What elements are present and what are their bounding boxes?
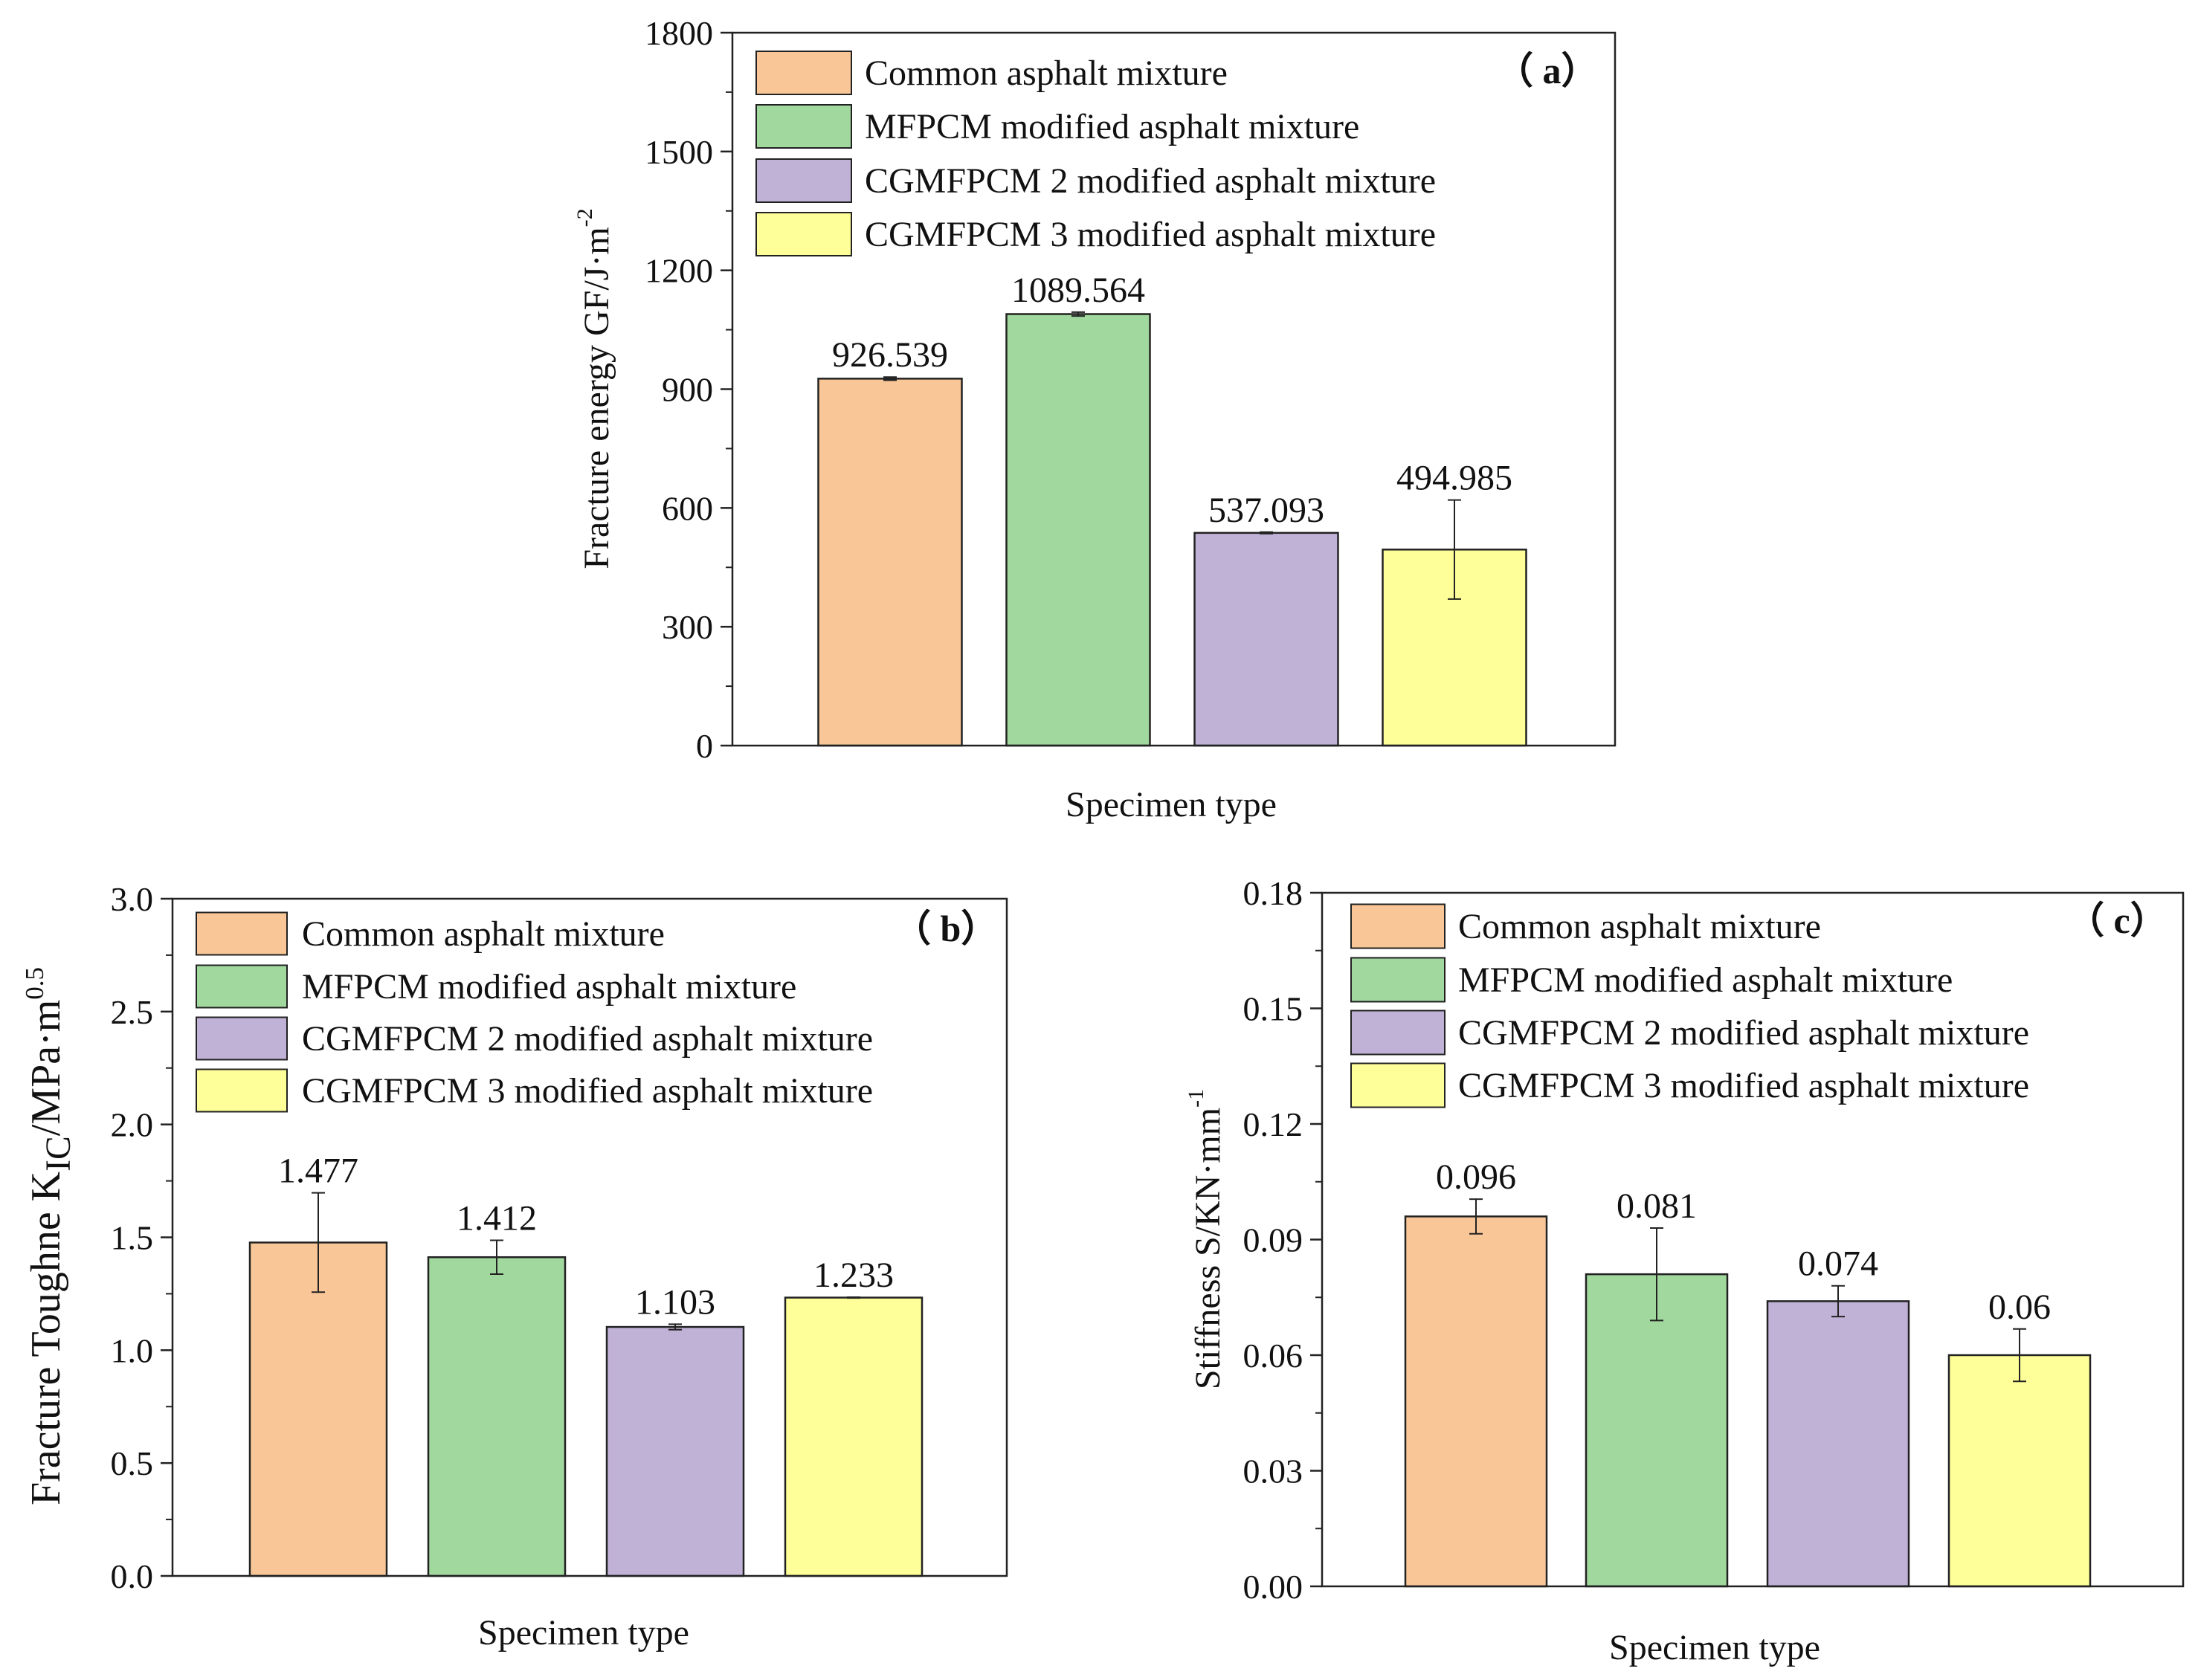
legend-swatch-1 — [755, 51, 852, 95]
y-tick-label: 1.5 — [111, 1219, 154, 1257]
legend-label-3: CGMFPCM 2 modified asphalt mixture — [1458, 1013, 2029, 1053]
y-axis-label-superscript: 0.5 — [20, 967, 49, 1000]
legend-label-2: MFPCM modified asphalt mixture — [1458, 960, 1953, 1000]
legend-swatch-2 — [1350, 957, 1446, 1003]
y-axis-label-main: Fracture energy GF/J·m — [577, 227, 616, 569]
chart-panel-c: 0.096 0.081 0.074 0.06 0.00 0.03 0.06 0.09 0.12 0… — [1184, 874, 2185, 1667]
y-tick-label: 2.0 — [111, 1106, 154, 1144]
y-tick-label: 0 — [696, 727, 713, 765]
panel-label: （ c） — [2067, 899, 2168, 941]
legend-label-3: CGMFPCM 2 modified asphalt mixture — [865, 161, 1436, 201]
data-label-3: 1.103 — [635, 1282, 715, 1322]
panel-label: （ b） — [894, 908, 998, 949]
y-tick-label: 1500 — [645, 133, 713, 171]
chart-panel-a: 926.539 1089.564 537.093 494.985 0 300 600 900 1… — [573, 14, 1617, 824]
y-tick-label: 1.0 — [111, 1331, 154, 1369]
y-tick-label: 1800 — [645, 14, 713, 52]
legend-label-4: CGMFPCM 3 modified asphalt mixture — [865, 215, 1436, 254]
legend-label-4: CGMFPCM 3 modified asphalt mixture — [1458, 1066, 2029, 1105]
x-axis-label: Specimen type — [478, 1613, 689, 1652]
y-tick-label: 2.5 — [111, 993, 154, 1031]
y-tick-label: 0.03 — [1243, 1453, 1303, 1490]
bar-4 — [1947, 1354, 2092, 1588]
y-axis-label-superscript: -1 — [1184, 1089, 1208, 1108]
legend-swatch-3 — [1350, 1009, 1446, 1056]
bar-3 — [1766, 1300, 1910, 1588]
y-tick-label: 0.0 — [111, 1557, 154, 1595]
legend-swatch-4 — [755, 212, 852, 256]
y-tick-label: 1200 — [645, 252, 713, 290]
data-label-4: 0.06 — [1988, 1288, 2051, 1327]
chart-panel-b: 1.477 1.412 1.103 1.233 0.0 0.5 1.0 1.5 2.0 2.5 3.… — [20, 880, 1008, 1652]
data-label-1: 926.539 — [832, 335, 948, 375]
data-label-4: 1.233 — [813, 1256, 894, 1295]
legend-swatch-1 — [196, 911, 288, 956]
legend-swatch-2 — [196, 964, 288, 1009]
data-label-2: 1089.564 — [1011, 271, 1145, 310]
legend-label-2: MFPCM modified asphalt mixture — [865, 107, 1359, 146]
y-axis-label-main: Fracture Toughne K — [23, 1172, 69, 1505]
y-axis-label-rest: /MPa·m — [23, 1000, 69, 1137]
y-tick-label: 900 — [662, 371, 713, 409]
bar-3 — [1193, 532, 1339, 747]
legend-label-4: CGMFPCM 3 modified asphalt mixture — [302, 1071, 873, 1111]
bar-3 — [605, 1325, 745, 1577]
data-label-2: 1.412 — [457, 1198, 537, 1238]
data-label-1: 0.096 — [1436, 1157, 1516, 1197]
data-label-3: 537.093 — [1208, 491, 1324, 530]
y-tick-label: 0.12 — [1243, 1105, 1303, 1143]
legend-label-1: Common asphalt mixture — [302, 914, 665, 954]
legend-swatch-4 — [1350, 1062, 1446, 1108]
legend-swatch-2 — [755, 104, 852, 149]
data-label-1: 1.477 — [278, 1151, 358, 1191]
legend-swatch-4 — [196, 1068, 288, 1113]
y-axis-label: Fracture Toughne KIC/MPa·m0.5 — [20, 967, 78, 1505]
y-axis-label-main: Stiffness S/KN·mm — [1188, 1108, 1228, 1389]
y-tick-label: 0.18 — [1243, 874, 1303, 912]
legend-label-3: CGMFPCM 2 modified asphalt mixture — [302, 1019, 873, 1059]
legend-swatch-3 — [755, 158, 852, 203]
y-axis-label: Stiffness S/KN·mm-1 — [1184, 1089, 1228, 1389]
y-axis-label: Fracture energy GF/J·m-2 — [573, 208, 616, 569]
data-label-3: 0.074 — [1798, 1244, 1878, 1284]
data-label-2: 0.081 — [1617, 1186, 1697, 1226]
data-label-4: 494.985 — [1396, 459, 1512, 498]
y-tick-label: 600 — [662, 489, 713, 527]
x-axis-label: Specimen type — [1066, 785, 1277, 824]
y-axis-label-subscript: IC — [39, 1136, 78, 1172]
y-tick-label: 0.06 — [1243, 1337, 1303, 1374]
legend-label-2: MFPCM modified asphalt mixture — [302, 967, 796, 1007]
legend-label-1: Common asphalt mixture — [1458, 907, 1821, 946]
bar-1 — [248, 1241, 388, 1577]
bar-1 — [1404, 1215, 1548, 1588]
legend-swatch-3 — [196, 1016, 288, 1061]
legend-swatch-1 — [1350, 903, 1446, 949]
y-tick-label: 300 — [662, 608, 713, 646]
bar-2 — [1005, 313, 1151, 747]
y-tick-label: 0.09 — [1243, 1221, 1303, 1259]
y-tick-label: 0.00 — [1243, 1568, 1303, 1606]
panel-label: （ a） — [1496, 50, 1599, 91]
y-tick-label: 0.5 — [111, 1444, 154, 1482]
bar-4 — [784, 1296, 924, 1577]
y-tick-label: 3.0 — [111, 880, 154, 918]
x-axis-label: Specimen type — [1609, 1628, 1820, 1667]
bar-2 — [427, 1256, 567, 1577]
legend-label-1: Common asphalt mixture — [865, 54, 1228, 93]
y-axis-label-superscript: -2 — [573, 208, 597, 227]
bar-1 — [817, 378, 963, 747]
y-tick-label: 0.15 — [1243, 990, 1303, 1028]
